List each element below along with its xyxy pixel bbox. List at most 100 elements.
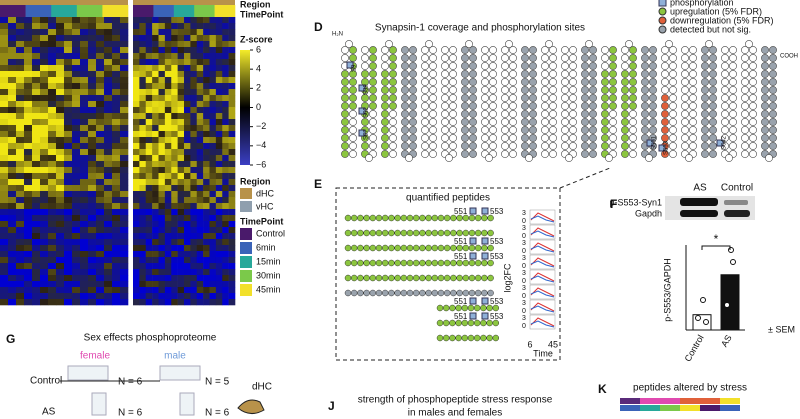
heat-cell [0, 59, 9, 66]
heat-cell [120, 101, 129, 108]
heat-cell [145, 107, 153, 114]
heat-cell [24, 173, 33, 180]
heat-cell [104, 131, 113, 138]
heat-cell [177, 281, 185, 288]
heat-cell [96, 185, 105, 192]
heat-cell [222, 155, 229, 162]
heat-cell [196, 53, 204, 60]
residue [681, 46, 689, 54]
heat-cell [171, 185, 178, 192]
heat-cell [190, 35, 198, 42]
point [730, 259, 736, 265]
phospho-site [469, 237, 477, 245]
heat-cell [112, 119, 121, 126]
residue [769, 110, 777, 118]
residue [481, 244, 488, 252]
heat-cell [32, 77, 41, 84]
phospho-site [646, 139, 654, 147]
residue [769, 118, 777, 126]
heat-cell [56, 281, 65, 288]
heat-cell [120, 293, 129, 300]
trace [530, 272, 555, 282]
heat-cell [133, 215, 140, 222]
residue [501, 126, 509, 134]
y-label: log2FC [502, 263, 512, 293]
heat-cell [152, 53, 159, 60]
residue [474, 214, 482, 222]
heat-cell [215, 293, 223, 300]
residue [481, 289, 488, 297]
heat-cell [222, 89, 229, 96]
residue [341, 86, 349, 94]
heat-cell [228, 23, 236, 30]
heat-cell [16, 197, 25, 204]
residue [481, 229, 488, 237]
heat-cell [48, 197, 57, 204]
residue [381, 214, 389, 222]
legend-item: downregulation (5% FDR) [670, 15, 774, 25]
residue [761, 94, 769, 102]
heat-cell [215, 65, 223, 72]
heat-cell [72, 113, 81, 120]
heat-cell [16, 101, 25, 108]
heat-cell [56, 239, 65, 246]
heat-cell [222, 59, 229, 66]
heat-cell [56, 47, 65, 54]
heat-cell [196, 161, 204, 168]
heat-cell [104, 173, 113, 180]
heat-cell [112, 203, 121, 210]
residue [701, 54, 709, 62]
heat-cell [40, 59, 49, 66]
heat-cell [72, 251, 81, 258]
heat-cell [32, 131, 41, 138]
heat-cell [56, 17, 65, 24]
heat-cell [196, 17, 204, 24]
heat-cell [80, 137, 89, 144]
heat-cell [72, 161, 81, 168]
heat-cell [56, 233, 65, 240]
heat-cell [133, 119, 140, 126]
heat-cell [64, 221, 73, 228]
heat-cell [48, 77, 57, 84]
heat-cell [64, 137, 73, 144]
heat-cell [32, 275, 41, 282]
heat-cell [56, 101, 65, 108]
residue [436, 319, 444, 327]
heat-cell [48, 191, 57, 198]
heat-cell [112, 35, 121, 42]
heat-cell [177, 143, 185, 150]
annotation-bar [660, 405, 680, 411]
heat-cell [72, 77, 81, 84]
heat-cell [145, 197, 153, 204]
heat-cell [209, 137, 217, 144]
residue [609, 142, 617, 150]
heat-cell [24, 245, 33, 252]
heat-cell [8, 41, 17, 48]
heat-cell [164, 281, 172, 288]
significance: * [714, 232, 719, 246]
heat-cell [164, 179, 172, 186]
residue [369, 102, 377, 110]
heat-cell [228, 71, 236, 78]
n-label: N = 5 [205, 377, 230, 388]
residue [489, 46, 497, 54]
heat-cell [158, 239, 166, 246]
residue [350, 214, 358, 222]
heat-cell [16, 173, 25, 180]
heat-cell [88, 269, 97, 276]
heat-cell [222, 251, 229, 258]
heat-cell [139, 233, 147, 240]
heat-cell [96, 125, 105, 132]
heat-cell [96, 83, 105, 90]
heat-cell [171, 83, 178, 90]
heat-cell [196, 65, 204, 72]
residue [701, 150, 709, 158]
c-terminus: COOH [780, 54, 798, 60]
heat-cell [120, 65, 129, 72]
heat-cell [56, 59, 65, 66]
heat-cell [215, 29, 223, 36]
heat-cell [152, 17, 159, 24]
residue [469, 46, 477, 54]
lane-label: AS [693, 183, 707, 194]
heat-cell [120, 197, 129, 204]
